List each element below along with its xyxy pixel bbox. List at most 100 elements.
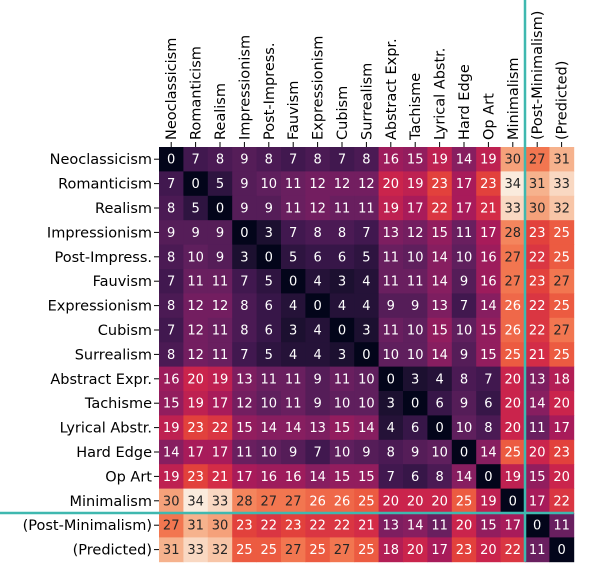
heatmap-cell xyxy=(476,171,501,197)
heatmap-cell xyxy=(549,439,575,465)
cell-value-label: 0 xyxy=(313,299,321,314)
cell-value-label: 23 xyxy=(529,226,546,241)
cell-value-label: 0 xyxy=(240,226,248,241)
cell-value-label: 19 xyxy=(407,177,424,192)
heatmap-cell xyxy=(232,513,257,538)
column-label-predicted: (Predicted) xyxy=(555,61,571,140)
heatmap-cell xyxy=(403,342,428,367)
cell-value-label: 13 xyxy=(431,299,448,314)
heatmap-cell xyxy=(305,342,331,367)
cell-value-label: 23 xyxy=(236,519,253,534)
cell-value-label: 17 xyxy=(187,446,204,461)
cell-value-label: 7 xyxy=(313,446,321,461)
cell-value-label: 20 xyxy=(553,470,570,485)
cell-value-label: 22 xyxy=(431,202,448,217)
cell-value-label: 18 xyxy=(553,372,570,387)
cell-value-label: 17 xyxy=(236,470,253,485)
cell-value-label: 21 xyxy=(529,348,546,363)
cell-value-label: 11 xyxy=(285,372,302,387)
cell-value-label: 11 xyxy=(334,202,351,217)
heatmap-cell xyxy=(207,415,233,441)
heatmap-cell xyxy=(281,439,306,465)
cell-value-label: 25 xyxy=(553,348,570,363)
cell-value-label: 0 xyxy=(484,470,492,485)
cell-value-label: 6 xyxy=(338,250,346,265)
column-label-post-impress: Post-Impress. xyxy=(262,43,278,140)
heatmap-cell xyxy=(549,464,575,489)
heatmap-cell xyxy=(329,293,355,319)
heatmap-cell xyxy=(354,391,379,416)
heatmap-cell xyxy=(378,366,404,392)
cell-value-label: 27 xyxy=(261,494,278,509)
heatmap-cell xyxy=(207,488,233,514)
heatmap-cell xyxy=(232,537,257,563)
heatmap-cell xyxy=(451,269,477,294)
heatmap-cell xyxy=(329,391,355,416)
cell-value-label: 5 xyxy=(216,177,224,192)
heatmap-cell xyxy=(329,220,355,245)
heatmap-cell xyxy=(378,147,404,172)
heatmap-cell xyxy=(476,537,501,563)
heatmap-cell xyxy=(427,366,453,392)
cell-value-label: 16 xyxy=(480,250,497,265)
heatmap-cell xyxy=(525,171,550,197)
heatmap-cell xyxy=(451,439,477,465)
cell-value-label: 0 xyxy=(216,202,224,217)
cell-value-label: 25 xyxy=(553,299,570,314)
heatmap-cell xyxy=(305,464,331,489)
heatmap-cell xyxy=(183,537,209,563)
cell-value-label: 17 xyxy=(431,543,448,558)
column-label-tachisme: Tachisme xyxy=(408,73,424,141)
cell-value-label: 14 xyxy=(529,397,546,412)
cell-value-label: 3 xyxy=(411,372,419,387)
heatmap-cell xyxy=(232,415,257,441)
heatmap-cell xyxy=(451,220,477,245)
heatmap-cell xyxy=(525,269,550,294)
cell-value-label: 15 xyxy=(236,421,253,436)
heatmap-cell xyxy=(207,293,233,319)
cell-value-label: 25 xyxy=(505,446,522,461)
heatmap-cell xyxy=(476,415,501,441)
cell-value-label: 14 xyxy=(163,446,180,461)
heatmap-cell xyxy=(500,269,526,294)
heatmap-cell xyxy=(256,464,282,489)
cell-value-label: 10 xyxy=(407,324,424,339)
cell-value-label: 20 xyxy=(456,519,473,534)
cell-value-label: 9 xyxy=(313,372,321,387)
heatmap-cell xyxy=(354,415,379,441)
heatmap-cell xyxy=(525,464,550,489)
cell-value-label: 10 xyxy=(456,324,473,339)
heatmap-cell xyxy=(549,293,575,319)
cell-value-label: 30 xyxy=(529,202,546,217)
cell-value-label: 7 xyxy=(240,275,248,290)
cell-value-label: 10 xyxy=(261,177,278,192)
row-label-expressionism: Expressionism xyxy=(48,299,152,315)
cell-value-label: 12 xyxy=(334,177,351,192)
cell-value-label: 6 xyxy=(484,397,492,412)
column-label-minimalism: Minimalism xyxy=(506,57,522,140)
cell-value-label: 8 xyxy=(216,153,224,168)
heatmap-cell xyxy=(354,513,379,538)
cell-value-label: 9 xyxy=(240,153,248,168)
cell-value-label: 10 xyxy=(407,250,424,265)
heatmap-cell xyxy=(232,195,257,221)
heatmap-cell xyxy=(549,269,575,294)
heatmap-cell xyxy=(500,464,526,489)
heatmap-cell xyxy=(476,439,501,465)
heatmap-cell xyxy=(329,366,355,392)
cell-value-label: 11 xyxy=(431,519,448,534)
column-label-post-minimalism: (Post-Minimalism) xyxy=(530,11,546,140)
heatmap-cell xyxy=(305,220,331,245)
heatmap-cell xyxy=(159,244,184,270)
heatmap-cell xyxy=(525,439,550,465)
column-label-surrealism: Surrealism xyxy=(359,63,375,140)
cell-value-label: 14 xyxy=(456,470,473,485)
cell-value-label: 10 xyxy=(334,446,351,461)
heatmap-cell xyxy=(305,366,331,392)
heatmap-cell xyxy=(451,342,477,367)
heatmap-cell xyxy=(207,317,233,343)
cell-value-label: 11 xyxy=(334,372,351,387)
heatmap-cell xyxy=(403,171,428,197)
cell-value-label: 20 xyxy=(505,372,522,387)
cell-value-label: 3 xyxy=(289,324,297,339)
